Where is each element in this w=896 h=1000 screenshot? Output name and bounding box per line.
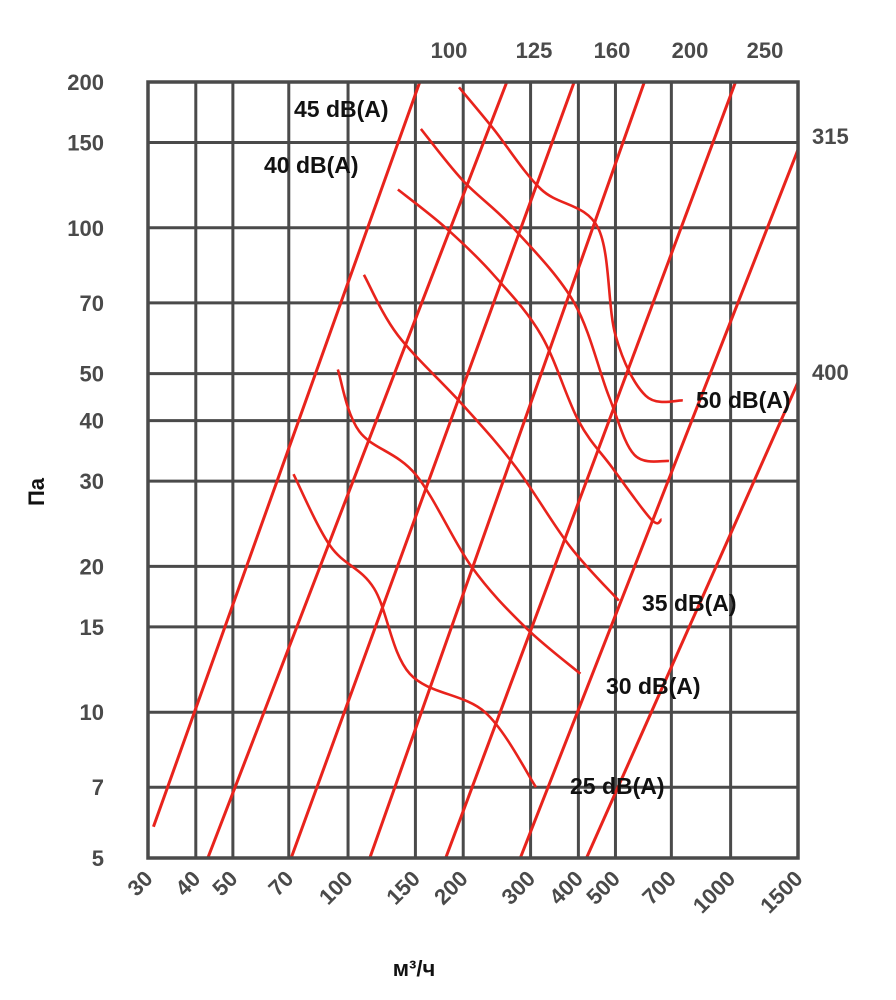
duct-line-160 bbox=[289, 81, 576, 859]
duct-line-315 bbox=[518, 149, 800, 859]
y-tick-label: 30 bbox=[80, 469, 104, 494]
x-tick-label: 70 bbox=[263, 866, 298, 901]
noise-labels: 25 dB(A) 30 dB(A) 35 dB(A) 40 dB(A) 45 dB(A)… bbox=[264, 96, 791, 799]
duct-label-200: 200 bbox=[672, 38, 709, 63]
duct-label-400: 400 bbox=[812, 360, 849, 385]
noise-curve-50dba bbox=[457, 86, 683, 404]
y-axis-title: Па bbox=[24, 477, 49, 506]
noise-curve-25dba bbox=[292, 473, 538, 788]
noise-curve-35dba bbox=[362, 274, 620, 602]
duct-lines bbox=[152, 81, 800, 859]
duct-label-315: 315 bbox=[812, 124, 849, 149]
duct-label-125: 125 bbox=[516, 38, 553, 63]
y-tick-label: 40 bbox=[80, 409, 104, 434]
duct-line-100 bbox=[152, 81, 422, 828]
x-tick-label: 150 bbox=[381, 866, 425, 910]
duct-labels: 100 125 160 200 250 315 400 bbox=[431, 38, 849, 385]
x-tick-label: 1500 bbox=[755, 866, 807, 918]
duct-label-100: 100 bbox=[431, 38, 468, 63]
noise-label-30dba: 30 dB(A) bbox=[606, 673, 701, 699]
y-tick-label: 10 bbox=[80, 700, 104, 725]
x-tick-label: 1000 bbox=[688, 866, 740, 918]
x-tick-label: 300 bbox=[496, 866, 540, 910]
noise-label-50dba: 50 dB(A) bbox=[696, 387, 791, 413]
y-tick-labels: 200 150 100 70 50 40 30 20 15 10 7 5 bbox=[67, 70, 104, 871]
y-tick-label: 150 bbox=[67, 131, 104, 156]
y-tick-label: 20 bbox=[80, 554, 104, 579]
x-axis-title: м³/ч bbox=[393, 956, 436, 981]
y-tick-label: 5 bbox=[92, 846, 104, 871]
plot-border bbox=[146, 80, 800, 860]
duct-label-160: 160 bbox=[594, 38, 631, 63]
noise-label-35dba: 35 dB(A) bbox=[642, 590, 737, 616]
duct-line-400 bbox=[585, 381, 800, 859]
y-tick-label: 7 bbox=[92, 775, 104, 800]
x-tick-label: 30 bbox=[123, 866, 158, 901]
x-tick-label: 40 bbox=[170, 866, 205, 901]
noise-curves bbox=[292, 86, 683, 788]
y-tick-label: 100 bbox=[67, 216, 104, 241]
duct-label-250: 250 bbox=[747, 38, 784, 63]
y-tick-label: 15 bbox=[80, 615, 104, 640]
y-tick-label: 200 bbox=[67, 70, 104, 95]
grid bbox=[146, 80, 800, 860]
noise-curve-30dba bbox=[336, 369, 582, 675]
noise-curve-45dba bbox=[419, 128, 670, 463]
x-tick-label: 50 bbox=[207, 866, 242, 901]
duct-line-250 bbox=[444, 81, 737, 859]
x-tick-label: 500 bbox=[581, 866, 625, 910]
noise-label-45dba: 45 dB(A) bbox=[294, 96, 389, 122]
noise-label-40dba: 40 dB(A) bbox=[264, 152, 359, 178]
y-tick-label: 70 bbox=[80, 291, 104, 316]
duct-line-200 bbox=[368, 81, 646, 859]
x-tick-label: 700 bbox=[637, 866, 681, 910]
duct-line-125 bbox=[206, 81, 509, 859]
y-tick-label: 50 bbox=[80, 362, 104, 387]
x-tick-label: 400 bbox=[544, 866, 588, 910]
x-tick-label: 200 bbox=[429, 866, 473, 910]
noise-label-25dba: 25 dB(A) bbox=[570, 773, 665, 799]
plot-frame bbox=[146, 80, 800, 860]
noise-curve-40dba bbox=[397, 188, 663, 525]
x-tick-label: 100 bbox=[314, 866, 358, 910]
